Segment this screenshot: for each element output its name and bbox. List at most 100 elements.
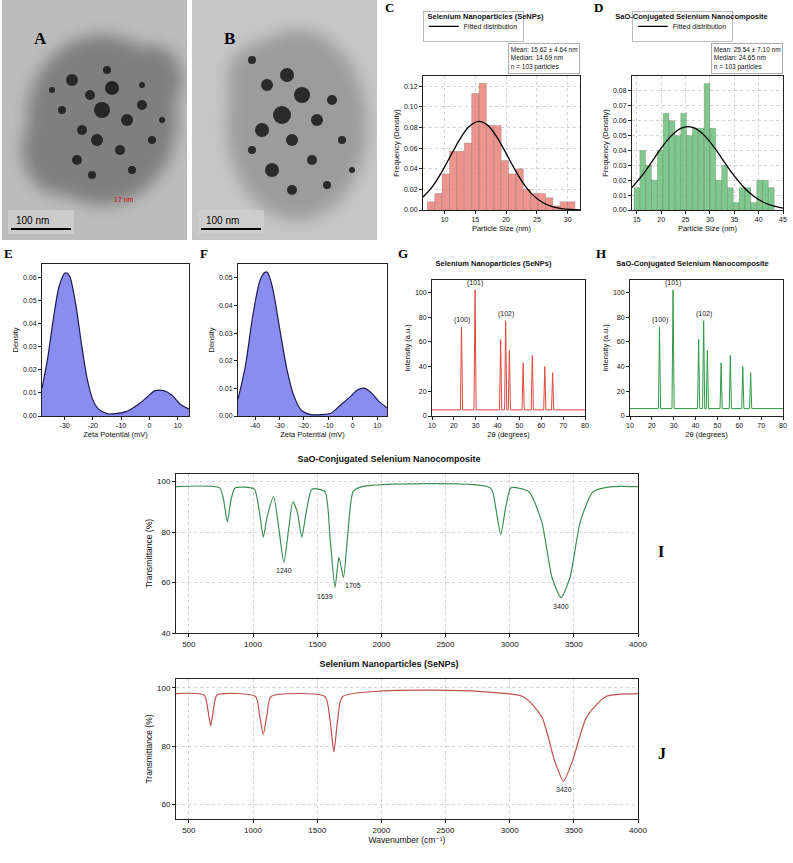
svg-text:B: B (224, 29, 235, 48)
svg-text:(101): (101) (467, 279, 483, 287)
svg-text:25: 25 (533, 216, 541, 223)
svg-text:2θ (degrees): 2θ (degrees) (487, 430, 530, 439)
svg-text:4000: 4000 (629, 640, 647, 649)
svg-text:Frequency (Density): Frequency (Density) (601, 109, 610, 177)
svg-text:0: 0 (147, 422, 151, 429)
svg-text:0.00: 0.00 (404, 206, 418, 213)
svg-text:0.10: 0.10 (404, 103, 418, 110)
svg-text:45: 45 (779, 216, 787, 223)
svg-text:-10: -10 (323, 422, 333, 429)
svg-text:A: A (34, 29, 47, 48)
svg-text:3000: 3000 (501, 826, 519, 835)
svg-text:10: 10 (174, 422, 182, 429)
svg-text:1240: 1240 (276, 567, 292, 574)
svg-text:0.00: 0.00 (219, 412, 233, 419)
svg-text:Frequency (Density): Frequency (Density) (392, 109, 401, 177)
svg-text:3400: 3400 (553, 603, 569, 610)
svg-text:2000: 2000 (372, 640, 390, 649)
svg-text:60: 60 (161, 578, 170, 587)
svg-text:100: 100 (157, 684, 171, 693)
svg-text:(102): (102) (696, 310, 712, 318)
svg-text:(102): (102) (498, 310, 514, 318)
svg-text:SaO-Conjugated Selenium Nanoco: SaO-Conjugated Selenium Nanocomposite (297, 454, 480, 464)
svg-text:0.00: 0.00 (613, 206, 627, 213)
svg-text:60: 60 (537, 422, 545, 429)
svg-text:70: 70 (559, 422, 567, 429)
svg-text:500: 500 (182, 640, 196, 649)
svg-text:Particle Size (nm): Particle Size (nm) (678, 224, 738, 233)
svg-text:0.08: 0.08 (404, 124, 418, 131)
svg-text:100: 100 (157, 477, 171, 486)
svg-text:Density: Density (11, 327, 20, 352)
svg-text:Fitted distribution: Fitted distribution (464, 23, 517, 30)
svg-text:0.06: 0.06 (23, 274, 37, 281)
svg-text:50: 50 (714, 422, 722, 429)
svg-text:80: 80 (419, 314, 427, 321)
svg-text:SaO-Conjugated Selenium Nanoco: SaO-Conjugated Selenium Nanocomposite (616, 259, 769, 268)
svg-text:60: 60 (735, 422, 743, 429)
svg-text:0.05: 0.05 (613, 132, 627, 139)
svg-text:30: 30 (670, 422, 678, 429)
svg-text:Selenium Nanoparticles (SeNPs): Selenium Nanoparticles (SeNPs) (428, 12, 544, 21)
svg-text:-30: -30 (60, 422, 70, 429)
svg-text:-30: -30 (274, 422, 284, 429)
svg-text:Zeta Potential (mV): Zeta Potential (mV) (280, 430, 345, 439)
svg-text:60: 60 (419, 338, 427, 345)
svg-text:3500: 3500 (565, 826, 583, 835)
svg-text:0.01: 0.01 (219, 385, 233, 392)
svg-text:Zeta Potential (mV): Zeta Potential (mV) (83, 430, 148, 439)
svg-text:80: 80 (161, 742, 170, 751)
svg-text:2500: 2500 (437, 640, 455, 649)
svg-text:2θ (degrees): 2θ (degrees) (685, 430, 728, 439)
svg-text:40: 40 (419, 363, 427, 370)
svg-text:1500: 1500 (308, 826, 326, 835)
svg-text:10: 10 (626, 422, 634, 429)
svg-text:25: 25 (682, 216, 690, 223)
svg-text:Transmittance (%): Transmittance (%) (144, 714, 154, 783)
svg-text:(100): (100) (454, 316, 470, 324)
svg-text:0.12: 0.12 (404, 83, 418, 90)
svg-text:3500: 3500 (565, 640, 583, 649)
svg-text:30: 30 (564, 216, 572, 223)
svg-text:500: 500 (182, 826, 196, 835)
svg-text:0.05: 0.05 (23, 297, 37, 304)
svg-text:1000: 1000 (244, 640, 262, 649)
svg-text:0.04: 0.04 (23, 320, 37, 327)
svg-text:0.04: 0.04 (613, 147, 627, 154)
svg-text:0.03: 0.03 (23, 343, 37, 350)
svg-text:40: 40 (692, 422, 700, 429)
svg-text:0.06: 0.06 (613, 117, 627, 124)
svg-text:10: 10 (441, 216, 449, 223)
svg-text:Density: Density (207, 327, 216, 352)
svg-text:20: 20 (450, 422, 458, 429)
svg-text:1705: 1705 (345, 582, 361, 589)
svg-text:3000: 3000 (501, 640, 519, 649)
svg-text:0.01: 0.01 (613, 192, 627, 199)
svg-text:1000: 1000 (244, 826, 262, 835)
svg-text:Wavenumber (cm⁻¹): Wavenumber (cm⁻¹) (369, 835, 446, 845)
svg-text:2500: 2500 (437, 826, 455, 835)
svg-text:SaO-Conjugated Selenium Nanoco: SaO-Conjugated Selenium Nanocomposite (615, 12, 768, 21)
svg-text:Fitted distribution: Fitted distribution (673, 23, 726, 30)
svg-text:100 nm: 100 nm (206, 215, 239, 226)
svg-text:-40: -40 (250, 422, 260, 429)
svg-text:0.05: 0.05 (219, 274, 233, 281)
svg-text:0.02: 0.02 (404, 186, 418, 193)
svg-text:40: 40 (161, 629, 170, 638)
svg-text:40: 40 (617, 363, 625, 370)
svg-text:80: 80 (581, 422, 589, 429)
svg-text:Selenium Nanoparticles (SeNPs): Selenium Nanoparticles (SeNPs) (319, 659, 458, 669)
svg-text:-20: -20 (88, 422, 98, 429)
svg-text:10: 10 (428, 422, 436, 429)
svg-text:100 nm: 100 nm (16, 215, 49, 226)
svg-text:0.04: 0.04 (404, 165, 418, 172)
svg-text:35: 35 (730, 216, 738, 223)
svg-text:20: 20 (657, 216, 665, 223)
svg-text:1500: 1500 (308, 640, 326, 649)
svg-text:50: 50 (516, 422, 524, 429)
svg-text:10: 10 (373, 422, 381, 429)
svg-text:0: 0 (351, 422, 355, 429)
svg-text:0.08: 0.08 (613, 87, 627, 94)
svg-text:17 nm: 17 nm (114, 196, 134, 203)
svg-text:Intensity (a.u.): Intensity (a.u.) (403, 324, 412, 372)
